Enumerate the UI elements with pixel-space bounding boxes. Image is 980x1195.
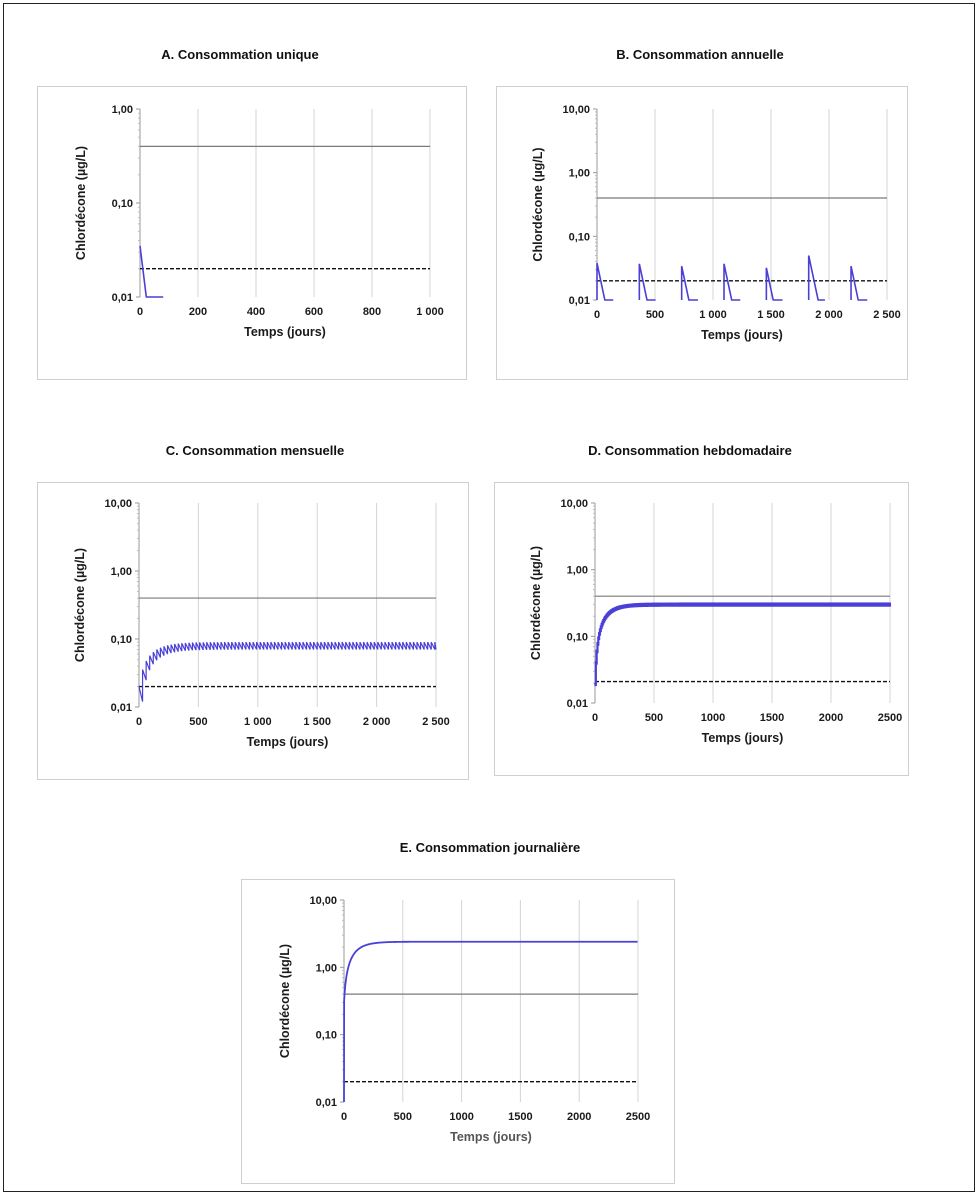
chart-svg-a: 0,01 0,10 1,00 0 200 400 600 800 1 000 Temps (jou… — [74, 104, 444, 339]
x-tick-label: 200 — [189, 306, 207, 318]
x-tick-label: 500 — [394, 1111, 412, 1123]
x-tick-label: 1 000 — [699, 309, 727, 321]
x-tick-label: 400 — [247, 306, 265, 318]
x-axis-label: Temps (jours) — [702, 731, 784, 745]
chart-title-d: D. Consommation hebdomadaire — [588, 443, 792, 458]
chart-panel-a: 0,01 0,10 1,00 0 200 400 600 800 1 000 Temps (jou… — [37, 86, 467, 380]
x-axis-label: Temps (jours) — [450, 1130, 532, 1144]
x-tick-label: 1000 — [449, 1111, 473, 1123]
x-tick-label: 2 500 — [873, 309, 901, 321]
y-tick-label: 10,00 — [560, 498, 588, 510]
x-tick-label: 1 500 — [303, 716, 331, 728]
y-tick-label: 0,01 — [569, 295, 590, 307]
x-tick-label: 1 500 — [757, 309, 785, 321]
x-tick-label: 0 — [594, 309, 600, 321]
x-tick-label: 1500 — [760, 712, 784, 724]
series-line — [138, 641, 437, 702]
x-tick-label: 0 — [136, 716, 142, 728]
y-tick-label: 0,10 — [567, 631, 588, 643]
y-tick-label: 10,00 — [562, 104, 590, 116]
y-tick-label: 1,00 — [111, 566, 132, 578]
series-line — [593, 602, 892, 687]
x-tick-label: 1 000 — [416, 306, 444, 318]
series-dose-pulse — [596, 262, 614, 301]
y-tick-label: 10,00 — [309, 895, 337, 907]
y-tick-label: 0,10 — [316, 1030, 337, 1042]
y-tick-label: 0,01 — [112, 292, 133, 304]
series-dose-pulse — [807, 255, 825, 301]
chart-svg-b: 0,01 0,10 1,00 10,00 0 500 1 000 1 500 2 000 2 50… — [531, 104, 901, 342]
x-axis-label: Temps (jours) — [701, 328, 783, 342]
x-tick-label: 500 — [646, 309, 664, 321]
x-tick-label: 1 000 — [244, 716, 272, 728]
y-tick-label: 0,01 — [567, 698, 588, 710]
y-tick-label: 0,10 — [569, 231, 590, 243]
series-dose-pulse — [765, 267, 783, 301]
x-tick-label: 1000 — [701, 712, 725, 724]
y-axis-label: Chlordécone (µg/L) — [74, 146, 88, 260]
x-tick-label: 1500 — [508, 1111, 532, 1123]
series-dose-pulse — [723, 263, 741, 301]
x-tick-label: 2 000 — [363, 716, 391, 728]
y-axis-label: Chlordécone (µg/L) — [73, 548, 87, 662]
x-tick-label: 500 — [189, 716, 207, 728]
x-tick-label: 600 — [305, 306, 323, 318]
y-tick-label: 1,00 — [569, 168, 590, 180]
series-dose-pulse — [680, 265, 698, 301]
chart-panel-d: 0,01 0,10 1,00 10,00 0 500 1000 1500 2000 2500 Tem… — [494, 482, 909, 776]
chart-panel-c: 0,01 0,10 1,00 10,00 0 500 1 000 1 500 2 000 2 50… — [37, 482, 469, 780]
series-dose-pulse — [850, 265, 868, 301]
x-tick-label: 2000 — [567, 1111, 591, 1123]
x-tick-label: 2 500 — [422, 716, 450, 728]
x-axis-label: Temps (jours) — [244, 325, 326, 339]
y-tick-label: 1,00 — [112, 104, 133, 116]
y-tick-label: 1,00 — [567, 565, 588, 577]
y-tick-label: 10,00 — [104, 498, 132, 510]
x-tick-label: 0 — [137, 306, 143, 318]
x-tick-label: 2500 — [626, 1111, 650, 1123]
y-tick-label: 0,01 — [111, 702, 132, 714]
chart-panel-e: 0,01 0,10 1,00 10,00 0 500 1000 1500 2000 2500 Tem… — [241, 879, 675, 1184]
chart-svg-c: 0,01 0,10 1,00 10,00 0 500 1 000 1 500 2 000 2 50… — [73, 498, 450, 749]
y-axis-label: Chlordécone (µg/L) — [531, 147, 545, 261]
y-tick-label: 0,01 — [316, 1097, 337, 1109]
y-tick-label: 1,00 — [316, 962, 337, 974]
chart-svg-e: 0,01 0,10 1,00 10,00 0 500 1000 1500 2000 2500 Tem… — [278, 895, 650, 1144]
x-tick-label: 0 — [341, 1111, 347, 1123]
chart-panel-b: 0,01 0,10 1,00 10,00 0 500 1 000 1 500 2 000 2 50… — [496, 86, 908, 380]
y-tick-label: 0,10 — [111, 634, 132, 646]
x-tick-label: 2000 — [819, 712, 843, 724]
y-tick-label: 0,10 — [112, 198, 133, 210]
series-line — [343, 940, 638, 1103]
series-line — [139, 245, 164, 298]
chart-title-e: E. Consommation journalière — [399, 840, 581, 855]
x-tick-label: 0 — [592, 712, 598, 724]
x-tick-label: 2 000 — [815, 309, 843, 321]
x-axis-label: Temps (jours) — [247, 735, 329, 749]
y-axis-label: Chlordécone (µg/L) — [529, 546, 543, 660]
chart-title-c: C. Consommation mensuelle — [165, 443, 345, 458]
y-axis-label: Chlordécone (µg/L) — [278, 944, 292, 1058]
x-tick-label: 800 — [363, 306, 381, 318]
series-dose-pulse — [638, 263, 656, 301]
x-tick-label: 2500 — [878, 712, 902, 724]
chart-svg-d: 0,01 0,10 1,00 10,00 0 500 1000 1500 2000 2500 Tem… — [529, 498, 902, 745]
x-tick-label: 500 — [645, 712, 663, 724]
chart-title-b: B. Consommation annuelle — [616, 47, 784, 62]
chart-title-a: A. Consommation unique — [161, 47, 319, 62]
